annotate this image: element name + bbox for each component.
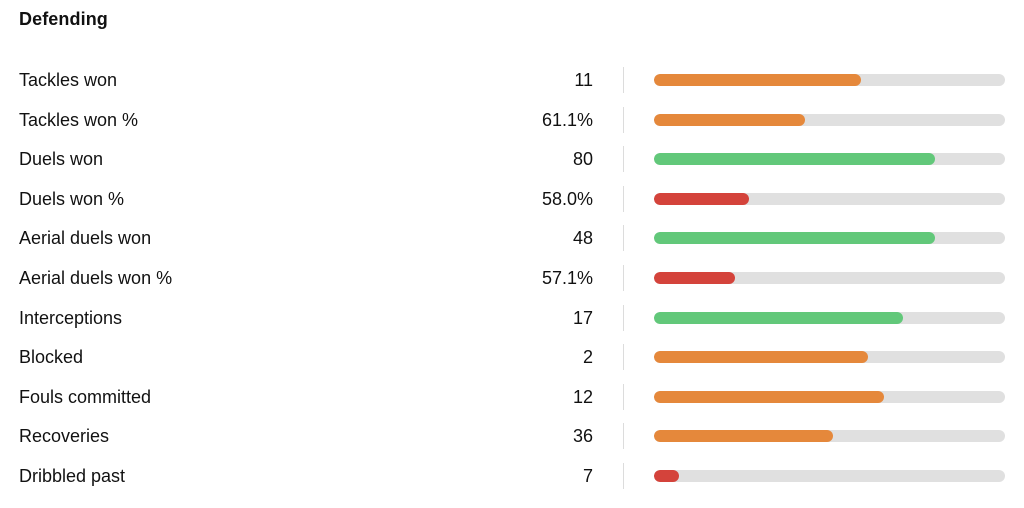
stat-row-fouls-committed: Fouls committed 12 (0, 377, 1024, 417)
stat-value: 61.1% (541, 109, 593, 130)
stat-bar-fill (654, 153, 935, 166)
stat-row-aerial-duels-won-pct: Aerial duels won % 57.1% (0, 258, 1024, 298)
stat-bar-fill (654, 311, 904, 324)
divider (623, 344, 624, 371)
stat-bar-track (654, 469, 1005, 482)
section-title: Defending (19, 9, 108, 29)
stat-row-duels-won-pct: Duels won % 58.0% (0, 179, 1024, 219)
stat-label: Tackles won (19, 70, 118, 90)
stat-bar-track (654, 153, 1005, 166)
stat-bar-track (654, 192, 1005, 205)
stat-value: 2 (582, 347, 593, 368)
stat-label: Duels won % (19, 188, 125, 209)
stat-bar-track (654, 351, 1005, 364)
stat-value: 57.1% (541, 267, 593, 288)
stat-value: 11 (574, 70, 593, 90)
stat-row-aerial-duels-won: Aerial duels won 48 (0, 218, 1024, 258)
divider (623, 225, 624, 252)
divider (623, 67, 624, 93)
stat-value: 7 (582, 465, 593, 486)
stat-label: Duels won (19, 149, 104, 170)
stat-bar-track (654, 311, 1005, 324)
stat-list: Tackles won 11 Tackles won % 61.1% Duels… (0, 60, 1024, 496)
divider (623, 185, 624, 212)
stat-bar-fill (654, 192, 749, 205)
stat-bar-track (654, 271, 1005, 284)
divider (623, 462, 624, 489)
stat-bar-fill (654, 390, 884, 403)
stat-row-duels-won: Duels won 80 (0, 139, 1024, 179)
divider (623, 423, 624, 450)
stat-row-tackles-won-pct: Tackles won % 61.1% (0, 100, 1024, 140)
stat-value: 36 (572, 426, 593, 447)
stat-label: Aerial duels won (19, 228, 152, 249)
stat-value: 80 (572, 149, 593, 170)
stat-value: 12 (572, 386, 593, 407)
stat-bar-track (654, 390, 1005, 403)
stat-bar-track (654, 113, 1005, 126)
stat-label: Aerial duels won % (19, 267, 173, 288)
stat-bar-track (654, 430, 1005, 443)
stat-label: Interceptions (19, 307, 123, 328)
stat-value: 17 (572, 307, 593, 328)
stat-row-blocked: Blocked 2 (0, 337, 1024, 377)
stat-label: Tackles won % (19, 109, 139, 130)
stat-bar-fill (654, 351, 869, 364)
stat-bar-fill (654, 232, 935, 245)
stat-bar-fill (654, 430, 833, 443)
stat-label: Blocked (19, 347, 84, 368)
divider (623, 304, 624, 331)
stat-bar-fill (654, 271, 735, 284)
divider (623, 383, 624, 410)
stat-row-dribbled-past: Dribbled past 7 (0, 456, 1024, 496)
stat-row-interceptions: Interceptions 17 (0, 298, 1024, 338)
stat-bar-fill (654, 74, 862, 86)
stat-label: Dribbled past (19, 465, 126, 486)
stat-label: Fouls committed (19, 386, 152, 407)
stat-label: Recoveries (19, 426, 110, 447)
stat-row-recoveries: Recoveries 36 (0, 416, 1024, 456)
stat-value: 48 (572, 228, 593, 249)
stat-bar-fill (654, 113, 805, 126)
stat-value: 58.0% (541, 188, 593, 209)
divider (623, 146, 624, 173)
divider (623, 264, 624, 291)
stat-row-tackles-won: Tackles won 11 (0, 60, 1024, 100)
stat-bar-track (654, 74, 1005, 86)
divider (623, 106, 624, 133)
stat-bar-fill (654, 469, 679, 482)
stat-bar-track (654, 232, 1005, 245)
